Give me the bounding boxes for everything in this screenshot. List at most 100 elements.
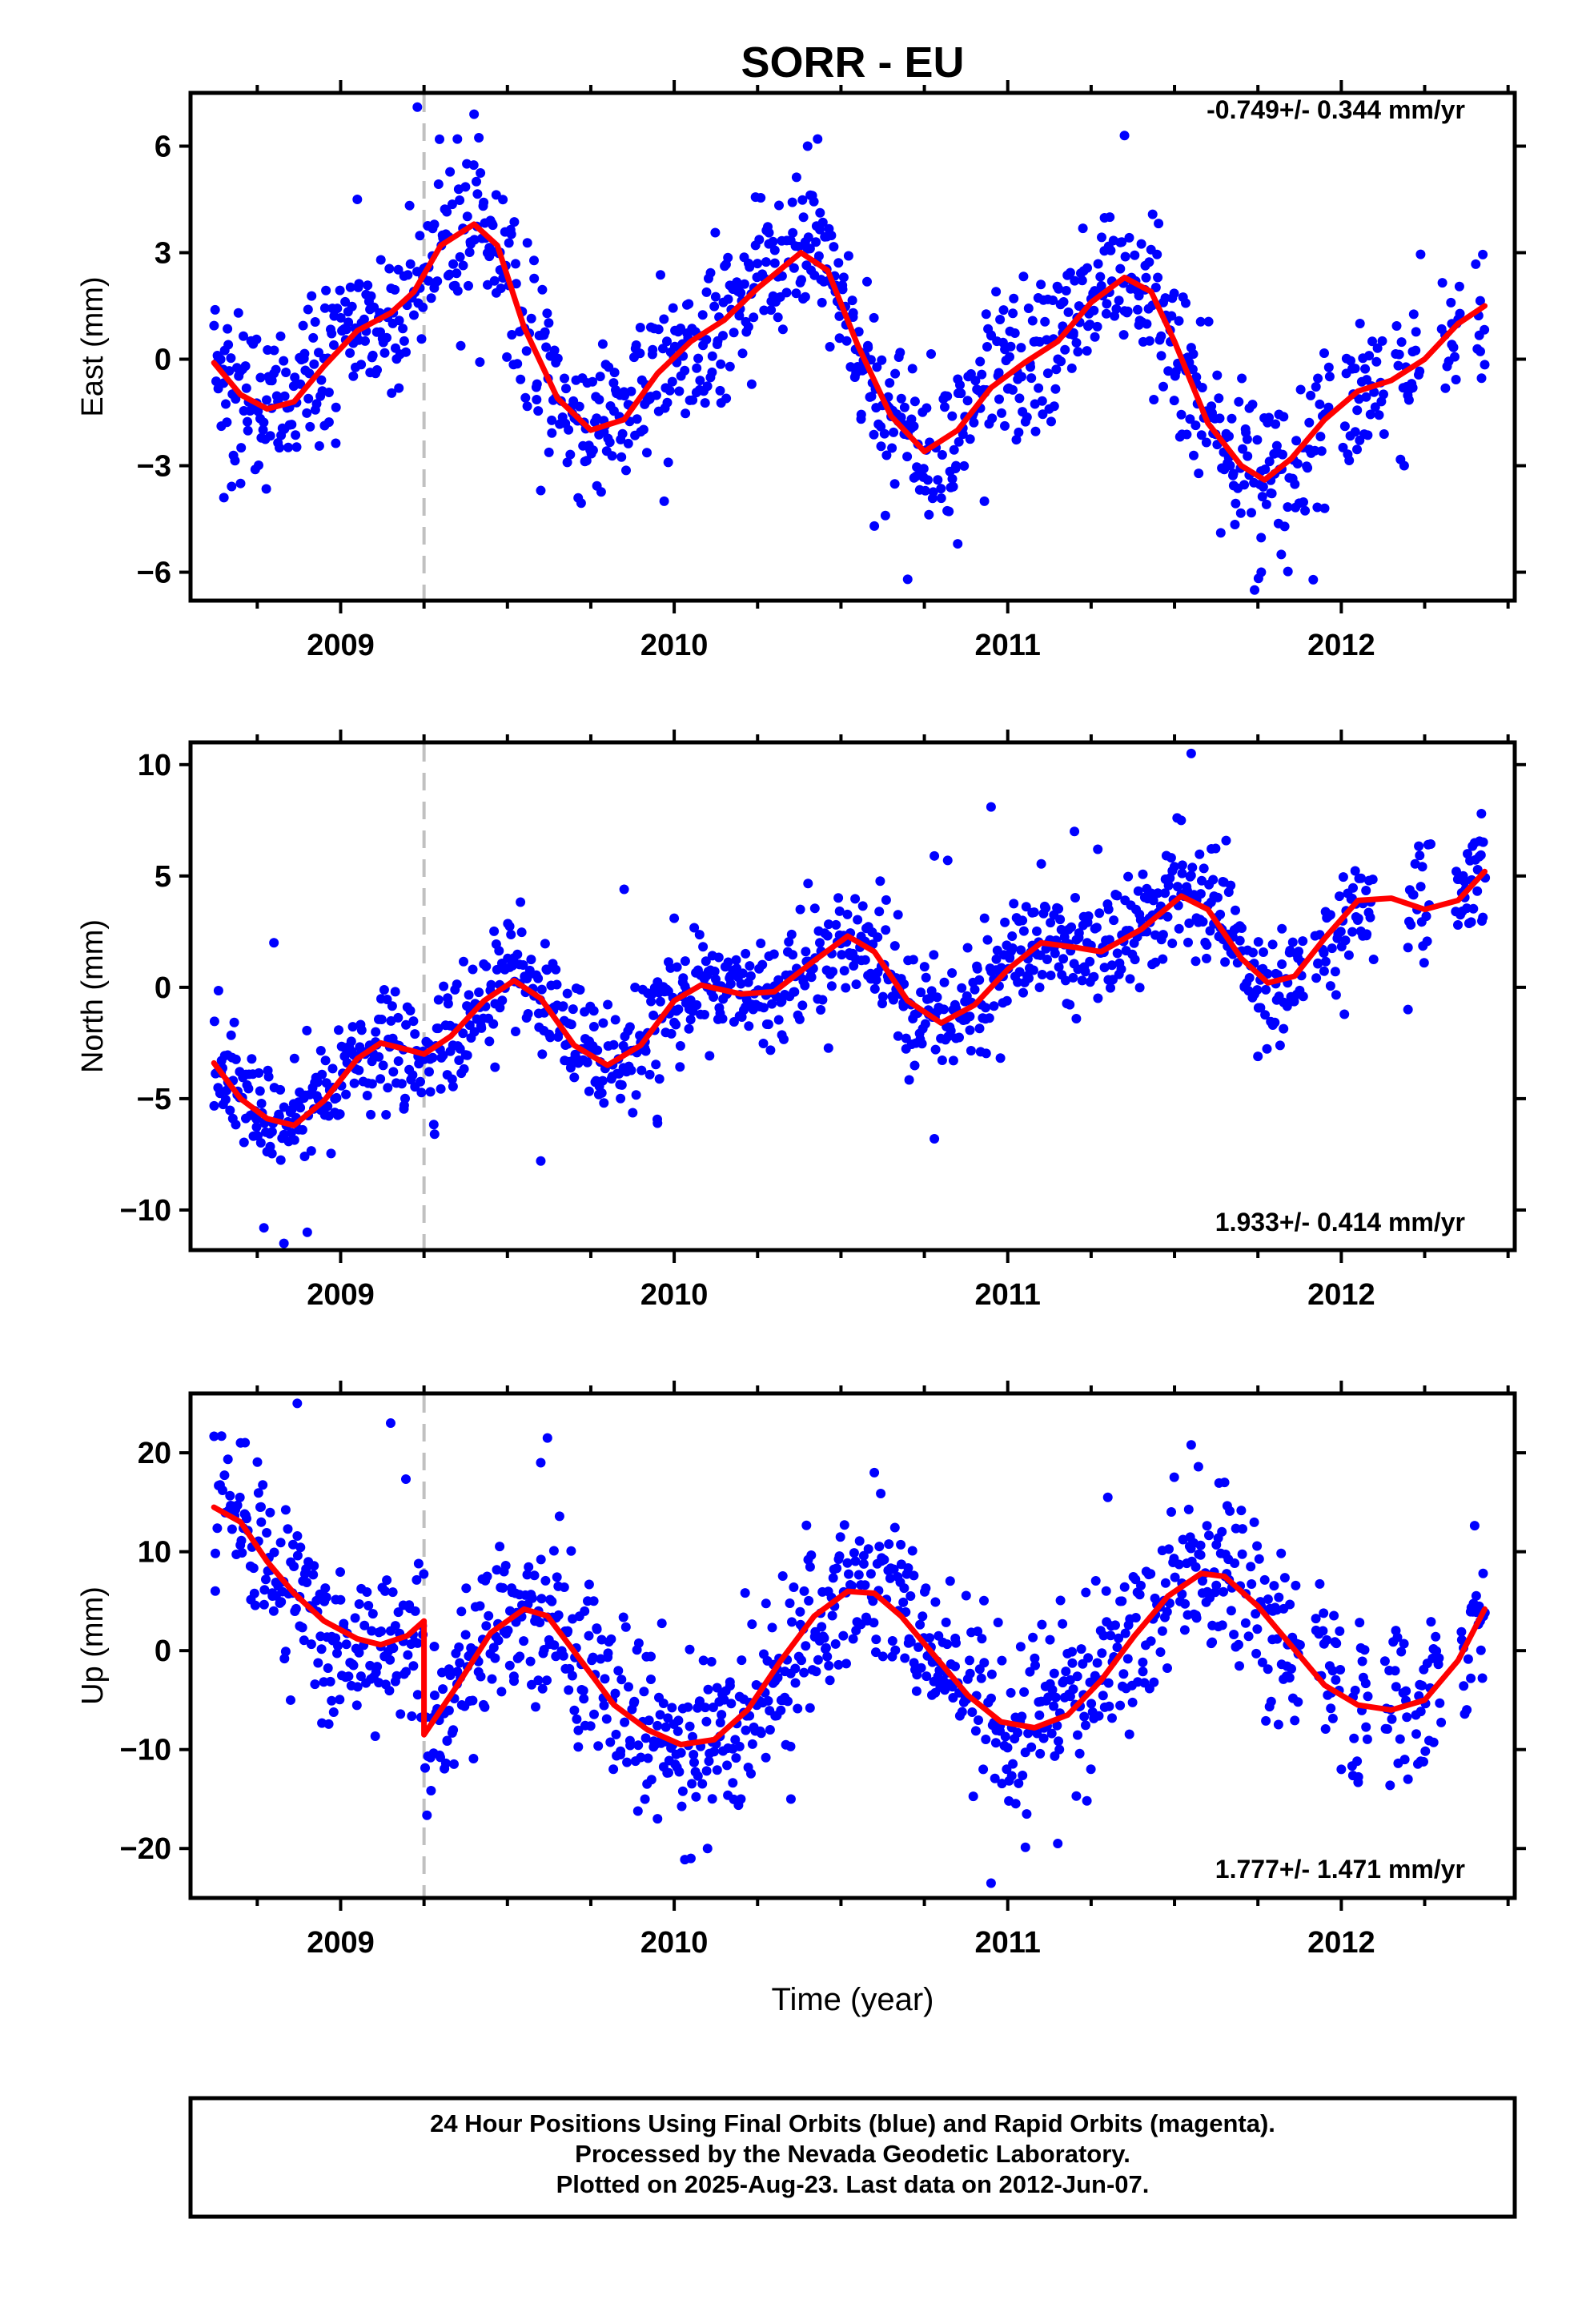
data-point bbox=[1251, 1648, 1262, 1659]
data-point bbox=[828, 967, 838, 977]
data-point bbox=[481, 961, 492, 971]
data-point bbox=[922, 475, 933, 485]
data-point bbox=[1476, 1645, 1486, 1655]
data-point bbox=[1142, 319, 1152, 329]
data-point bbox=[1271, 419, 1281, 429]
data-point bbox=[1115, 1700, 1126, 1711]
data-point bbox=[1436, 1717, 1447, 1727]
data-point bbox=[1032, 926, 1042, 936]
data-point bbox=[928, 487, 938, 497]
data-point bbox=[773, 975, 784, 985]
data-point bbox=[1230, 1558, 1240, 1568]
data-point bbox=[866, 392, 877, 401]
data-point bbox=[449, 1759, 459, 1769]
data-point bbox=[1343, 950, 1354, 960]
data-point bbox=[666, 1028, 677, 1039]
y-axis-label: North (mm) bbox=[76, 919, 110, 1073]
data-point bbox=[1426, 1617, 1436, 1627]
data-point bbox=[488, 1642, 499, 1653]
data-point bbox=[806, 1550, 817, 1560]
data-point bbox=[887, 443, 897, 453]
data-point bbox=[367, 350, 378, 360]
data-point bbox=[388, 1643, 399, 1654]
data-point bbox=[817, 217, 828, 227]
data-point bbox=[1220, 957, 1231, 967]
data-point bbox=[1144, 336, 1154, 346]
data-point bbox=[1276, 1548, 1287, 1558]
data-point bbox=[1141, 272, 1151, 283]
data-point bbox=[628, 1108, 638, 1118]
rate-label: 1.777+/- 1.471 mm/yr bbox=[1215, 1855, 1465, 1884]
data-point bbox=[1335, 1626, 1345, 1636]
data-point bbox=[1256, 567, 1267, 577]
data-point bbox=[1026, 362, 1035, 372]
data-point bbox=[1086, 1764, 1096, 1775]
data-point bbox=[247, 1054, 257, 1064]
data-point bbox=[1056, 356, 1066, 367]
data-point bbox=[798, 212, 809, 223]
data-point bbox=[1083, 911, 1094, 921]
x-tick-label: 2011 bbox=[975, 1278, 1041, 1312]
data-point bbox=[332, 304, 343, 314]
data-point bbox=[925, 1633, 935, 1643]
data-point bbox=[1138, 1657, 1148, 1667]
data-point bbox=[367, 1056, 377, 1067]
data-point bbox=[1259, 1574, 1270, 1585]
data-point bbox=[896, 393, 906, 404]
data-point bbox=[876, 441, 886, 452]
data-point bbox=[382, 995, 392, 1004]
data-point bbox=[600, 1674, 610, 1684]
data-point bbox=[1188, 349, 1199, 360]
data-point bbox=[1235, 1661, 1244, 1671]
data-point bbox=[849, 1548, 859, 1558]
data-point bbox=[803, 232, 813, 243]
data-point bbox=[596, 1088, 607, 1098]
data-point bbox=[239, 1137, 249, 1148]
data-point bbox=[1006, 1771, 1017, 1781]
data-point bbox=[1247, 1579, 1257, 1589]
data-point bbox=[335, 312, 346, 323]
data-point bbox=[1350, 1685, 1360, 1695]
data-point bbox=[382, 332, 391, 343]
data-point bbox=[525, 1656, 536, 1667]
data-point bbox=[705, 267, 716, 278]
data-point bbox=[265, 1507, 275, 1518]
data-point bbox=[540, 327, 550, 337]
data-point bbox=[697, 310, 708, 320]
data-point bbox=[560, 373, 569, 384]
data-point bbox=[404, 200, 415, 211]
data-point bbox=[633, 1740, 644, 1751]
data-point bbox=[233, 308, 243, 318]
data-point bbox=[954, 436, 964, 447]
data-point bbox=[1350, 866, 1360, 876]
data-point bbox=[785, 1741, 796, 1751]
data-point bbox=[853, 1570, 864, 1580]
data-point bbox=[933, 475, 943, 485]
data-point bbox=[847, 296, 857, 306]
data-point bbox=[323, 388, 334, 397]
data-point bbox=[1195, 849, 1205, 859]
data-point bbox=[325, 1676, 335, 1687]
data-point bbox=[1406, 919, 1416, 930]
data-point bbox=[385, 1418, 396, 1429]
data-point bbox=[889, 1522, 900, 1533]
data-point bbox=[548, 1546, 559, 1556]
data-point bbox=[672, 962, 682, 972]
data-point bbox=[608, 1764, 619, 1775]
data-point bbox=[1035, 1748, 1046, 1759]
data-point bbox=[817, 995, 828, 1005]
data-point bbox=[549, 345, 560, 356]
data-point bbox=[605, 1737, 616, 1747]
data-point bbox=[1097, 1648, 1107, 1659]
data-point bbox=[1021, 902, 1031, 912]
data-point bbox=[1330, 967, 1340, 977]
data-point bbox=[1403, 395, 1414, 405]
data-point bbox=[255, 1138, 266, 1148]
data-point bbox=[1234, 1639, 1243, 1650]
data-point bbox=[552, 979, 562, 990]
data-point bbox=[455, 1658, 465, 1668]
data-point bbox=[235, 1437, 246, 1448]
data-point bbox=[1007, 931, 1018, 941]
data-point bbox=[717, 1014, 728, 1024]
data-point bbox=[379, 985, 389, 995]
